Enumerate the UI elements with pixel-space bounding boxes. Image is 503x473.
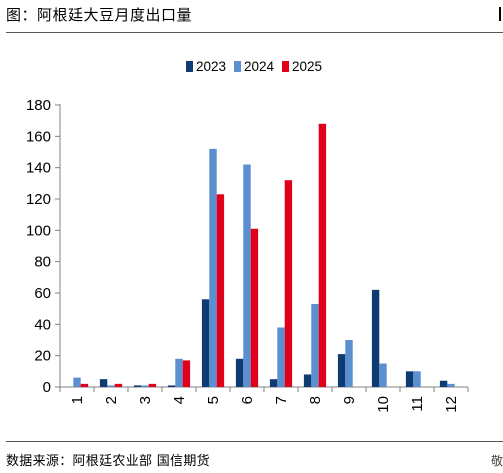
data-source: 数据来源：阿根廷农业部 国信期货 — [6, 454, 210, 469]
bar-2023-7 — [269, 379, 278, 387]
bar-2023-4 — [167, 385, 176, 387]
bar-2023-9 — [337, 354, 346, 387]
bar-2023-5 — [201, 299, 210, 387]
y-tick-label: 100 — [26, 222, 51, 239]
figure-header: 图：阿根廷大豆月度出口量 — [6, 4, 503, 28]
bottom-divider — [6, 441, 503, 442]
x-tick-label: 7 — [273, 396, 290, 404]
bar-2024-12 — [447, 383, 455, 387]
legend-swatch-2025 — [282, 61, 289, 72]
y-tick-label: 40 — [34, 316, 51, 333]
bar-2025-1 — [80, 383, 89, 387]
bar-2024-5 — [209, 148, 217, 387]
bar-2024-4 — [175, 358, 183, 387]
x-tick-label: 2 — [103, 396, 120, 404]
bar-2023-11 — [405, 371, 414, 387]
x-tick-label: 12 — [443, 396, 460, 413]
bar-2024-2 — [107, 385, 115, 387]
legend-swatch-2023 — [186, 61, 193, 72]
y-tick-label: 80 — [34, 254, 51, 271]
bar-2025-6 — [250, 228, 259, 387]
bar-2024-3 — [141, 385, 149, 387]
bar-2025-5 — [216, 194, 225, 387]
chart-container: 0 20 40 60 80 100 120 140 160 180 1 2 3 4 5 6 7 8 9 10 11 12 2… — [0, 34, 503, 440]
y-tick-label: 20 — [34, 348, 51, 365]
bar-2025-4 — [182, 360, 191, 387]
footer-edge-mark: 敬 — [490, 454, 503, 468]
bar-2025-3 — [148, 383, 157, 387]
bar-2025-8 — [318, 123, 327, 388]
bar-2024-11 — [413, 371, 421, 387]
bar-2024-10 — [379, 363, 387, 387]
bar-2025-7 — [284, 180, 293, 387]
x-tick-label: 1 — [69, 396, 86, 404]
legend-label-2024: 2024 — [244, 59, 275, 74]
bar-2023-3 — [133, 385, 142, 387]
x-tick-label: 10 — [375, 396, 392, 413]
x-tick-label: 4 — [171, 396, 188, 404]
x-tick-label: 8 — [307, 396, 324, 404]
bar-2023-8 — [303, 374, 312, 387]
legend-label-2023: 2023 — [196, 59, 226, 74]
x-tick-label: 6 — [239, 396, 256, 404]
bar-2023-12 — [439, 380, 448, 387]
bar-2024-6 — [243, 164, 251, 387]
y-tick-label: 180 — [26, 97, 51, 114]
bar-2024-1 — [73, 377, 81, 387]
legend-swatch-2024 — [234, 61, 241, 72]
y-tick-label: 120 — [26, 191, 51, 208]
x-tick-label: 3 — [137, 396, 154, 404]
y-tick-label: 160 — [26, 128, 51, 145]
x-tick-label: 5 — [205, 396, 222, 404]
y-tick-label: 0 — [43, 379, 51, 396]
x-tick-label: 11 — [409, 396, 426, 412]
bar-2024-7 — [277, 327, 285, 387]
y-tick-label: 60 — [34, 285, 51, 302]
top-divider — [6, 32, 503, 33]
bar-2024-8 — [311, 303, 319, 387]
header-edge-mark — [499, 7, 501, 21]
y-tick-label: 140 — [26, 160, 51, 177]
legend-label-2025: 2025 — [292, 59, 322, 74]
bar-2023-6 — [235, 358, 244, 387]
x-tick-label: 9 — [341, 396, 358, 404]
bar-2024-9 — [345, 340, 353, 387]
bar-2025-2 — [114, 383, 123, 387]
figure-title: 图：阿根廷大豆月度出口量 — [6, 6, 193, 24]
bar-2023-10 — [371, 289, 380, 387]
bar-2023-2 — [99, 379, 108, 387]
